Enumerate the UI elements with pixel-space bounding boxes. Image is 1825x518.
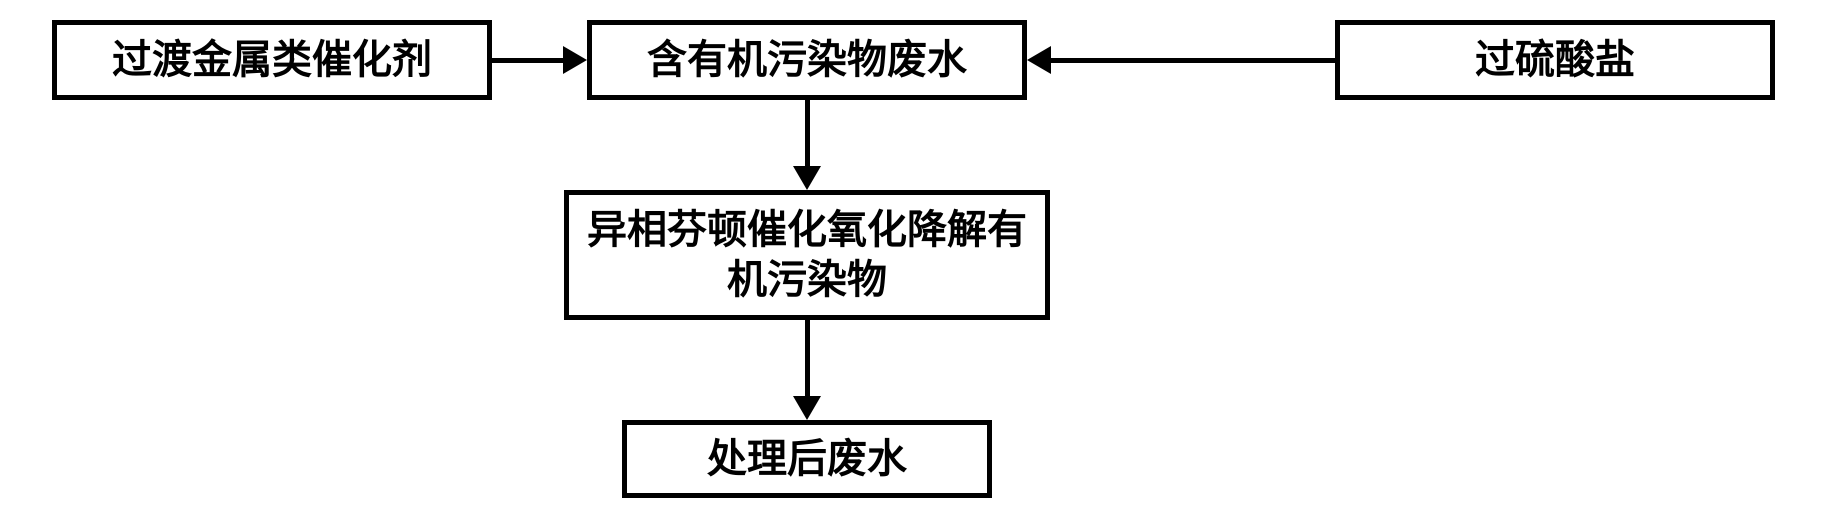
- box-wastewater-label: 含有机污染物废水: [647, 35, 967, 85]
- arrow-persulfate-to-wastewater-head: [1027, 46, 1051, 74]
- arrow-fenton-to-treated-line: [805, 320, 810, 396]
- arrow-persulfate-to-wastewater-line: [1051, 58, 1335, 63]
- arrow-wastewater-to-fenton-head: [793, 166, 821, 190]
- box-catalyst: 过渡金属类催化剂: [52, 20, 492, 100]
- arrow-fenton-to-treated-head: [793, 396, 821, 420]
- box-treated: 处理后废水: [622, 420, 992, 498]
- arrow-catalyst-to-wastewater-line: [492, 58, 563, 63]
- box-fenton: 异相芬顿催化氧化降解有机污染物: [564, 190, 1050, 320]
- box-persulfate: 过硫酸盐: [1335, 20, 1775, 100]
- arrow-catalyst-to-wastewater-head: [563, 46, 587, 74]
- box-treated-label: 处理后废水: [707, 434, 907, 484]
- box-catalyst-label: 过渡金属类催化剂: [112, 35, 432, 85]
- box-persulfate-label: 过硫酸盐: [1475, 35, 1635, 85]
- box-fenton-label: 异相芬顿催化氧化降解有机污染物: [579, 205, 1035, 305]
- arrow-wastewater-to-fenton-line: [805, 100, 810, 166]
- box-wastewater: 含有机污染物废水: [587, 20, 1027, 100]
